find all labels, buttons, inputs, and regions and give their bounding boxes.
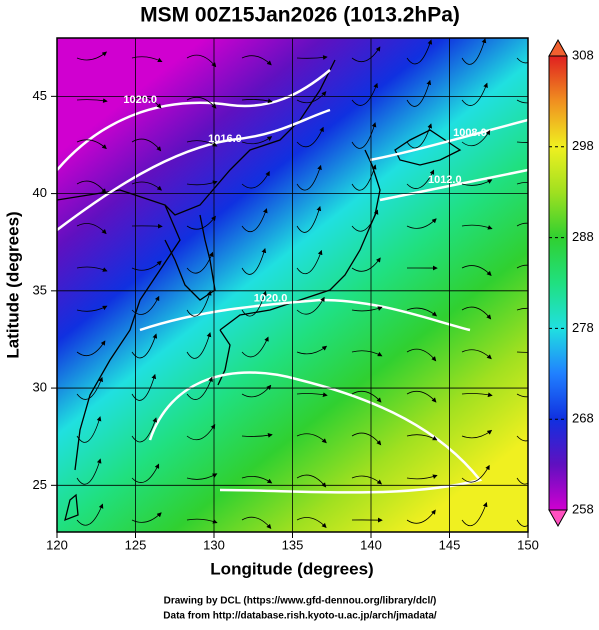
colorbar-tick-label: 308 <box>572 47 594 62</box>
y-tick-label: 25 <box>33 477 47 492</box>
colorbar <box>549 56 567 510</box>
x-tick-label: 135 <box>282 537 304 552</box>
x-tick-label: 120 <box>46 537 68 552</box>
contour-label: 1020.0 <box>254 293 288 305</box>
y-tick-label: 35 <box>33 282 47 297</box>
x-axis-label: Longitude (degrees) <box>210 559 373 578</box>
colorbar-tick-label: 268 <box>572 411 594 426</box>
colorbar-tick-label: 278 <box>572 320 594 335</box>
y-tick-label: 30 <box>33 380 47 395</box>
x-tick-label: 140 <box>360 537 382 552</box>
colorbar-bottom-extension <box>549 510 567 526</box>
chart-title: MSM 00Z15Jan2026 (1013.2hPa) <box>140 4 460 27</box>
y-axis-label: Latitude (degrees) <box>3 211 22 358</box>
colorbar-tick-label: 298 <box>572 138 594 153</box>
contour-label: 1020.0 <box>123 94 157 106</box>
colorbar-tick-label: 288 <box>572 229 594 244</box>
x-tick-label: 150 <box>517 537 539 552</box>
contour-label: 1016.0 <box>208 133 242 145</box>
map-area <box>57 38 547 532</box>
contour-label: 1008.0 <box>453 127 487 139</box>
footer-line: Drawing by DCL (https://www.gfd-dennou.o… <box>164 596 437 607</box>
colorbar-top-extension <box>549 40 567 56</box>
y-tick-label: 40 <box>33 185 47 200</box>
y-tick-label: 45 <box>33 88 47 103</box>
contour-label: 1012.0 <box>428 174 462 186</box>
x-tick-label: 145 <box>439 537 461 552</box>
x-tick-label: 125 <box>125 537 147 552</box>
x-tick-label: 130 <box>203 537 225 552</box>
colorbar-tick-label: 258 <box>572 501 594 516</box>
footer-line: Data from http://database.rish.kyoto-u.a… <box>163 611 437 622</box>
